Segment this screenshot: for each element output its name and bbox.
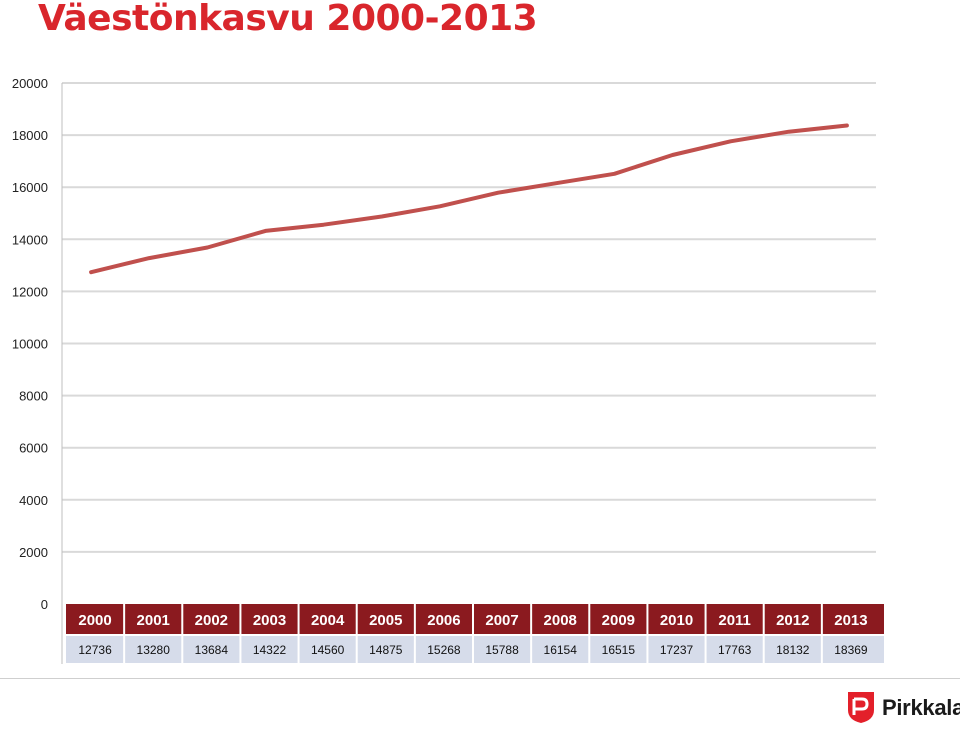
data-point	[89, 270, 93, 274]
data-point	[554, 181, 558, 185]
data-point	[205, 246, 209, 250]
data-value-label: 12736	[78, 643, 112, 657]
y-axis-ticks: 0 2000 4000 6000 8000 10000 12000 14000 16000 180…	[12, 76, 48, 612]
x-category-label: 2011	[718, 612, 751, 629]
x-category-label: 2006	[427, 612, 460, 629]
y-tick-label: 8000	[19, 389, 48, 404]
data-value-label: 17237	[660, 643, 694, 657]
table-value-row-bg	[66, 636, 884, 663]
data-point	[264, 229, 267, 233]
y-tick-label: 18000	[12, 128, 48, 143]
y-tick-label: 20000	[12, 76, 48, 91]
chart-title: Väestönkasvu 2000-2013	[38, 0, 538, 39]
data-value-label: 15268	[427, 643, 461, 657]
data-value-label: 14322	[253, 643, 287, 657]
y-tick-label: 0	[41, 597, 48, 612]
data-point	[496, 191, 500, 195]
y-tick-label: 12000	[12, 284, 48, 299]
x-category-label: 2010	[660, 612, 693, 629]
table-header-bg	[66, 604, 884, 634]
data-value-label: 14560	[311, 643, 345, 657]
pirkkala-logo-text: Pirkkala	[882, 695, 960, 720]
pirkkala-logo: Pirkkala	[846, 690, 960, 726]
gridlines	[62, 82, 876, 553]
pirkkala-logo-icon	[848, 692, 874, 723]
data-value-label: 13684	[195, 643, 229, 657]
x-category-label: 2007	[485, 612, 518, 629]
y-tick-label: 14000	[12, 232, 48, 247]
series-line	[89, 123, 849, 275]
x-category-label: 2000	[78, 612, 111, 629]
series-points	[89, 123, 849, 274]
x-category-label: 2013	[834, 612, 867, 629]
y-tick-label: 16000	[12, 180, 48, 195]
data-point	[438, 204, 442, 208]
data-value-label: 14875	[369, 643, 403, 657]
data-value-label: 15788	[485, 643, 519, 657]
x-category-label: 2009	[602, 612, 635, 629]
x-category-label: 2001	[137, 612, 170, 629]
footer-divider	[0, 678, 960, 679]
y-tick-label: 6000	[19, 441, 48, 456]
x-category-label: 2008	[544, 612, 577, 629]
data-point	[845, 123, 849, 127]
y-tick-label: 4000	[19, 493, 48, 508]
y-tick-label: 10000	[12, 337, 48, 352]
line-chart: 0 2000 4000 6000 8000 10000 12000 14000 16000 180…	[12, 76, 884, 664]
x-category-label: 2003	[253, 612, 286, 629]
x-category-label: 2004	[311, 612, 345, 629]
data-table: 2000 12736 2001 13280 2002 13684 2003 14322 2004…	[66, 604, 884, 663]
data-point	[787, 130, 791, 134]
data-point	[729, 139, 733, 143]
y-tick-label: 2000	[19, 545, 48, 560]
data-point	[380, 215, 384, 219]
data-value-label: 18369	[834, 643, 868, 657]
data-value-label: 16515	[602, 643, 636, 657]
data-point	[322, 223, 326, 227]
x-category-label: 2002	[195, 612, 228, 629]
x-category-label: 2012	[776, 612, 809, 629]
data-value-label: 17763	[718, 643, 752, 657]
data-value-label: 18132	[776, 643, 810, 657]
data-point	[612, 172, 616, 176]
x-category-label: 2005	[369, 612, 402, 629]
data-point	[671, 153, 674, 157]
data-value-label: 13280	[137, 643, 171, 657]
data-point	[147, 256, 151, 260]
data-value-label: 16154	[544, 643, 578, 657]
